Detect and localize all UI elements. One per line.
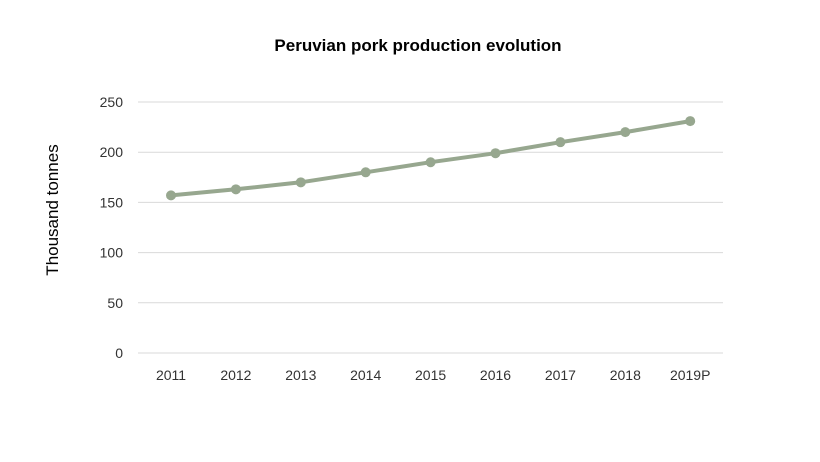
x-tick-label: 2014 xyxy=(350,367,381,383)
x-tick-label: 2016 xyxy=(480,367,511,383)
x-tick-label: 2018 xyxy=(610,367,641,383)
y-tick-label: 100 xyxy=(100,245,124,261)
data-point xyxy=(620,127,631,138)
x-tick-label: 2013 xyxy=(285,367,316,383)
y-tick-label: 50 xyxy=(107,295,123,311)
data-point xyxy=(166,190,176,201)
x-tick-label: 2015 xyxy=(415,367,446,383)
x-tick-label: 2019P xyxy=(670,367,710,383)
data-point xyxy=(360,167,371,178)
data-point xyxy=(555,137,566,148)
chart-title: Peruvian pork production evolution xyxy=(274,36,562,55)
gridlines xyxy=(138,101,723,354)
y-axis-ticks: 0 50 100 150 200 250 xyxy=(100,94,124,361)
data-point xyxy=(490,148,501,159)
x-tick-label: 2012 xyxy=(220,367,251,383)
y-axis-title: Thousand tonnes xyxy=(43,144,62,275)
series xyxy=(166,116,696,201)
data-point xyxy=(685,116,696,127)
x-tick-label: 2017 xyxy=(545,367,576,383)
y-tick-label: 0 xyxy=(115,345,123,361)
data-point xyxy=(295,177,306,188)
data-point xyxy=(230,184,241,195)
data-point xyxy=(425,157,436,168)
y-tick-label: 150 xyxy=(100,194,124,210)
y-tick-label: 250 xyxy=(100,94,124,110)
y-tick-label: 200 xyxy=(100,144,124,160)
x-tick-label: 2011 xyxy=(156,367,186,383)
x-axis-ticks: 2011 2012 2013 2014 2015 2016 2017 2018 2019P xyxy=(156,367,710,383)
